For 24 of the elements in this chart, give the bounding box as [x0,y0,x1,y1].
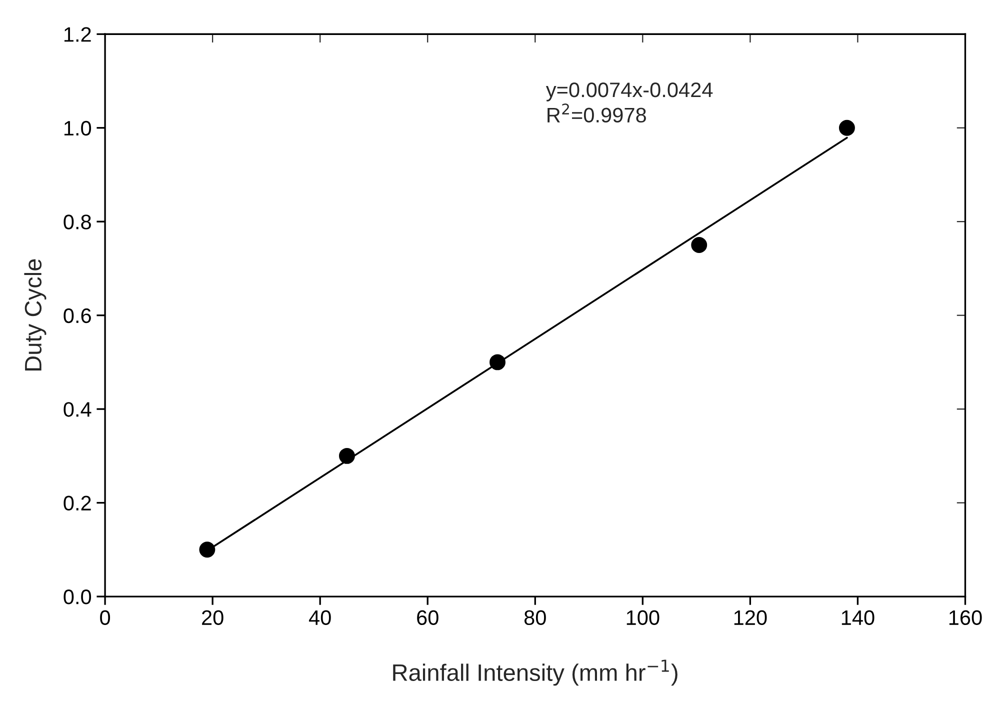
x-tick-label: 120 [734,610,767,626]
y-tick-label: 0.4 [64,402,92,417]
x-tick-label: 160 [949,610,982,626]
point [490,354,506,370]
point [338,448,355,464]
y-tick-label: 0.0 [64,590,92,604]
y-tick-label: 0.6 [64,308,91,324]
y-axis-title: Duty Cycle [24,259,46,370]
point [199,542,216,558]
y-tick-label: 0.2 [64,496,91,511]
y-tick-label: 0.8 [64,214,91,230]
annotation: y=0.0074x-0.0424 R$^{2}$=0.9978 [546,82,713,123]
x-axis-title: Rainfall Intensity (mm hr$^{−1}$) [393,660,678,686]
y-tick-label: 1.0 [64,120,92,136]
x-tick-label: 80 [524,610,546,626]
x-tick-label: 100 [626,610,660,626]
point [691,237,708,254]
point [838,120,855,136]
x-tick-label: 60 [417,610,438,626]
x-tick-label: 20 [202,610,224,626]
x-tick-label: 40 [308,610,331,626]
x-tick-label: 140 [842,610,874,626]
y-tick-label: 1.2 [64,27,91,42]
x-tick-label: 0 [100,610,110,626]
